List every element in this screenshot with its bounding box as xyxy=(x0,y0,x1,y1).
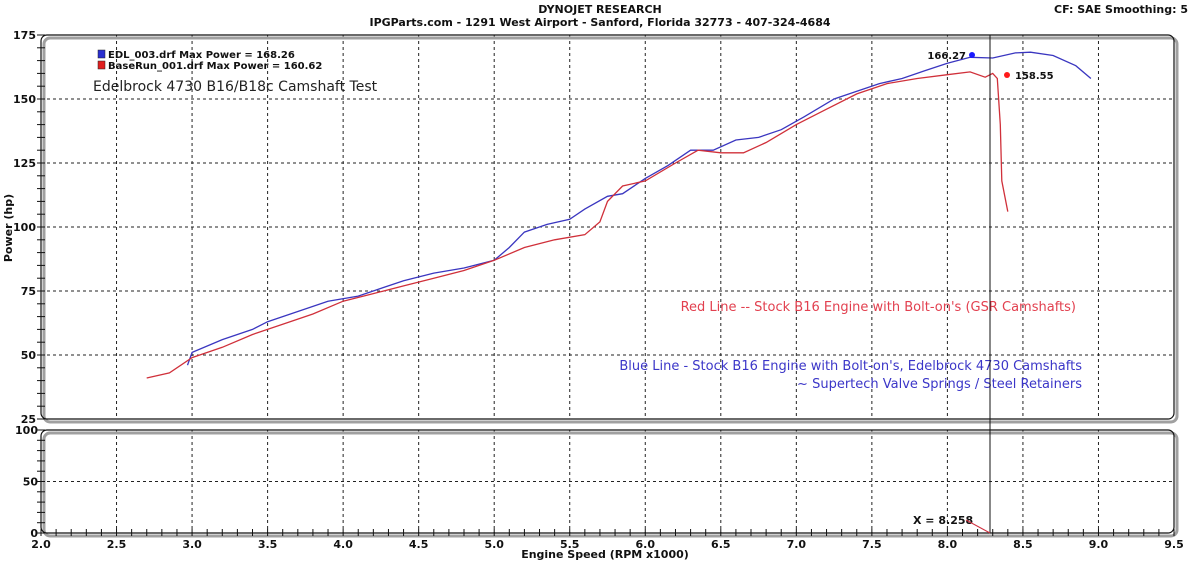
cursor-value-blue: 166.27 xyxy=(927,51,966,62)
svg-text:150: 150 xyxy=(13,93,36,106)
grid xyxy=(41,35,1174,533)
svg-text:8.5: 8.5 xyxy=(1013,538,1033,551)
svg-text:2.5: 2.5 xyxy=(107,538,127,551)
svg-text:3.0: 3.0 xyxy=(182,538,202,551)
svg-text:50: 50 xyxy=(21,349,37,362)
cursor-dot-red xyxy=(1004,72,1010,78)
blue-line-note-1: Blue Line - Stock B16 Engine with Bolt-o… xyxy=(619,359,1082,374)
red-line-note: Red Line -- Stock B16 Engine with Bolt-o… xyxy=(681,300,1076,315)
svg-text:5.5: 5.5 xyxy=(560,538,580,551)
plot-frames xyxy=(40,34,1179,538)
test-title: Edelbrock 4730 B16/B18c Camshaft Test xyxy=(93,79,378,95)
series-lines xyxy=(146,51,1092,379)
cursor-value-red: 158.55 xyxy=(1015,71,1054,82)
legend-swatch-blue xyxy=(97,49,106,59)
svg-text:175: 175 xyxy=(13,29,36,42)
svg-text:6.0: 6.0 xyxy=(636,538,656,551)
svg-text:8.0: 8.0 xyxy=(938,538,958,551)
svg-text:6.5: 6.5 xyxy=(711,538,731,551)
svg-text:7.0: 7.0 xyxy=(787,538,807,551)
svg-text:9.0: 9.0 xyxy=(1089,538,1109,551)
series-baserun-line xyxy=(146,71,1009,379)
settings-label: CF: SAE Smoothing: 5 xyxy=(1054,3,1188,16)
svg-text:4.5: 4.5 xyxy=(409,538,429,551)
svg-text:2.0: 2.0 xyxy=(31,538,51,551)
svg-text:50: 50 xyxy=(23,476,39,489)
svg-text:4.0: 4.0 xyxy=(333,538,353,551)
svg-text:125: 125 xyxy=(13,157,36,170)
legend-item-edl: EDL_003.drf Max Power = 168.26 xyxy=(108,50,295,61)
svg-text:100: 100 xyxy=(15,424,38,437)
svg-text:0: 0 xyxy=(30,527,38,540)
x-axis-label: Engine Speed (RPM x1000) xyxy=(521,548,689,561)
blue-line-note-2: ~ Supertech Valve Springs / Steel Retain… xyxy=(797,377,1082,392)
cursor-x-leader xyxy=(965,519,991,534)
svg-text:7.5: 7.5 xyxy=(862,538,882,551)
legend-swatch-red xyxy=(97,60,106,70)
y-axis-label: Power (hp) xyxy=(2,194,15,262)
svg-text:3.5: 3.5 xyxy=(258,538,278,551)
svg-text:75: 75 xyxy=(21,285,36,298)
svg-text:25: 25 xyxy=(21,413,36,426)
chart-subtitle: IPGParts.com - 1291 West Airport - Sanfo… xyxy=(369,16,831,29)
cursor-dot-blue xyxy=(969,52,975,58)
svg-text:5.0: 5.0 xyxy=(484,538,504,551)
svg-text:9.5: 9.5 xyxy=(1164,538,1184,551)
cursor-x-label: X = 8.258 xyxy=(913,514,973,527)
svg-text:100: 100 xyxy=(13,221,36,234)
chart-title: DYNOJET RESEARCH xyxy=(538,3,662,16)
legend-item-baserun: BaseRun_001.drf Max Power = 160.62 xyxy=(108,61,322,72)
series-edl-line xyxy=(186,51,1092,366)
